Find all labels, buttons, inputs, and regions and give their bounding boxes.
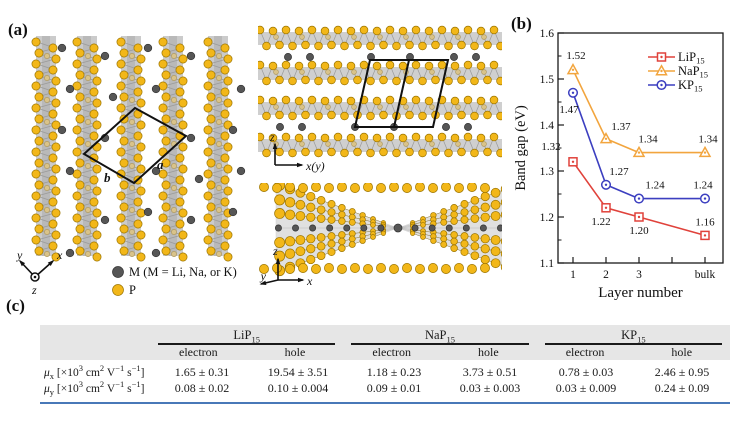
cell: 1.18 ± 0.23: [366, 364, 422, 379]
data-label: 1.47: [559, 104, 579, 116]
row-header: μx [×103 cm2 V−1 s−1]: [44, 362, 145, 382]
unit-cell-outline: [82, 106, 188, 185]
crystal-top-view: a b y x z M (M = Li, Na, or K) P: [16, 36, 246, 297]
col-header: hole: [478, 345, 499, 359]
data-label: 1.52: [566, 50, 585, 62]
panel-c-label: (c): [6, 296, 25, 315]
data-label: 1.34: [638, 134, 658, 146]
band-gap-chart: 1.1 1.2 1.3 1.4 1.5 1.6 1 2 3 bulk Layer number Ban…: [513, 28, 724, 301]
col-header: electron: [179, 345, 218, 359]
col-header: hole: [671, 345, 693, 359]
y-tick-label: 1.3: [540, 166, 555, 178]
atom-legend: [112, 266, 124, 296]
row-header: μy [×103 cm2 V−1 s−1]: [44, 378, 145, 398]
cell: 0.08 ± 0.02: [174, 380, 230, 395]
data-label: 1.20: [629, 225, 649, 237]
y-axis-letter: y: [16, 248, 23, 262]
cell: 1.65 ± 0.31: [174, 364, 230, 379]
cell: 0.09 ± 0.01: [366, 380, 422, 395]
panel-b-label: (b): [511, 14, 532, 33]
axis-indicator: [259, 257, 305, 286]
group-header-KP15: KP15: [537, 328, 730, 345]
phosphorene-columns: [31, 36, 233, 262]
table-row-mu-y: μy [×103 cm2 V−1 s−1] 0.08 ± 0.02 0.10 ±…: [40, 378, 730, 398]
data-label: 1.27: [609, 166, 629, 178]
group-header-LiP15: LiP15: [150, 328, 343, 345]
data-label: 1.34: [698, 134, 718, 146]
z-axis-letter: z: [31, 283, 37, 297]
lattice-vector-a-label: a: [157, 157, 164, 172]
col-header: electron: [372, 345, 411, 359]
x-axis-letter: x: [306, 274, 313, 288]
phosphorene-layers: [258, 25, 502, 158]
unit-cell-outline: [353, 59, 450, 128]
y-axis-letter: y: [260, 269, 267, 283]
cell: 19.54 ± 3.51: [267, 364, 329, 379]
panel-a-label: (a): [8, 20, 28, 39]
x-axis-letter: x(y): [305, 159, 325, 173]
cell: 0.24 ± 0.09: [654, 380, 710, 395]
unit-cell-divider: [393, 59, 410, 128]
legend-label-KP15: KP15: [678, 78, 702, 94]
metal-legend-label: M (M = Li, Na, or K): [129, 265, 237, 279]
crystal-perspective-view: z x y: [259, 183, 502, 288]
z-axis-letter: z: [269, 130, 275, 144]
cell: 2.46 ± 0.95: [654, 364, 710, 379]
crystal-side-view: z x(y): [258, 25, 502, 173]
data-label: 1.22: [591, 216, 610, 228]
y-axis-title: Band gap (eV): [513, 105, 529, 191]
phosphorus-legend-label: P: [129, 283, 136, 297]
cell: 0.78 ± 0.03: [558, 364, 614, 379]
series-NaP15: 1.52 1.37 1.34 1.34: [566, 50, 718, 158]
lattice-vector-b-label: b: [104, 170, 111, 185]
chain-fan: [259, 183, 502, 277]
y-tick-label: 1.4: [540, 120, 555, 132]
y-tick-label: 1.1: [540, 258, 555, 270]
x-axis-letter: x: [56, 248, 63, 262]
table-header: LiP15 NaP15 KP15 electron hole electron …: [40, 325, 730, 360]
data-label: 1.16: [695, 216, 715, 228]
x-tick-label: 3: [636, 269, 642, 281]
cell: 0.03 ± 0.003: [459, 380, 521, 395]
cell: 0.03 ± 0.009: [555, 380, 617, 395]
cell: 0.10 ± 0.004: [267, 380, 329, 395]
col-header: electron: [565, 345, 605, 359]
data-label: 1.32: [541, 141, 560, 153]
chart-frame: 1.1 1.2 1.3 1.4 1.5 1.6 1 2 3 bulk: [540, 28, 724, 281]
col-header: hole: [284, 345, 306, 359]
table-body: μx [×103 cm2 V−1 s−1] 1.65 ± 0.31 19.54 …: [40, 360, 730, 404]
group-header-NaP15: NaP15: [343, 328, 536, 345]
data-label: 1.37: [611, 121, 631, 133]
y-tick-label: 1.2: [540, 212, 555, 224]
series-KP15: 1.47 1.27 1.24 1.24: [559, 87, 713, 204]
data-label: 1.24: [693, 180, 713, 192]
table-row-mu-x: μx [×103 cm2 V−1 s−1] 1.65 ± 0.31 19.54 …: [40, 362, 730, 382]
y-tick-label: 1.5: [540, 74, 555, 86]
axis-indicator: [272, 142, 304, 168]
x-axis-title: Layer number: [598, 285, 683, 301]
mobility-table: LiP15 NaP15 KP15 electron hole electron …: [40, 325, 730, 404]
series-LiP15: 1.32 1.22 1.20 1.16: [541, 141, 715, 241]
data-label: 1.24: [645, 180, 665, 192]
axis-indicator: [18, 259, 55, 282]
x-tick-label: 1: [570, 269, 576, 281]
x-tick-label: bulk: [695, 269, 716, 281]
x-tick-label: 2: [603, 269, 609, 281]
metal-atoms: [276, 53, 480, 131]
z-axis-letter: z: [272, 244, 278, 258]
y-tick-label: 1.6: [540, 28, 555, 40]
cell: 3.73 ± 0.51: [462, 364, 518, 379]
